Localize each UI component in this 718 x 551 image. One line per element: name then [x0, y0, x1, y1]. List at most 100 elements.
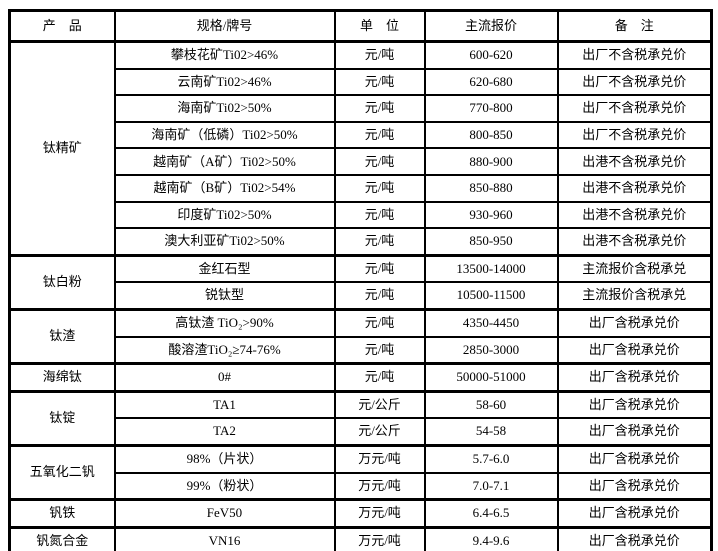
remark-cell: 出港不含税承兑价	[556, 200, 713, 230]
remark-cell: 出厂不含税承兑价	[556, 39, 713, 70]
unit-cell: 元/吨	[333, 253, 426, 284]
remark-cell: 出厂含税承兑价	[556, 362, 713, 393]
price-cell: 850-880	[423, 173, 559, 203]
price-cell: 7.0-7.1	[423, 471, 559, 501]
spec-cell: 越南矿（A矿）Ti02>50%	[113, 147, 336, 176]
price-cell: 600-620	[423, 39, 559, 70]
spec-cell: 99%（粉状）	[113, 471, 336, 501]
col-header-unit: 单 位	[333, 9, 426, 43]
price-cell: 620-680	[423, 67, 559, 97]
unit-cell: 元/吨	[333, 39, 426, 70]
remark-cell: 出厂含税承兑价	[556, 307, 713, 338]
price-table-body: 钛精矿 攀枝花矿Ti02>46% 元/吨 600-620 出厂不含税承兑价 云南矿Ti02…	[8, 39, 713, 551]
price-cell: 10500-11500	[423, 281, 559, 311]
product-cell: 钛锭	[8, 389, 116, 447]
remark-cell: 出厂含税承兑价	[556, 498, 713, 529]
unit-cell: 万元/吨	[333, 471, 426, 501]
commodity-price-table: 产 品 规格/牌号 单 位 主流报价 备 注 钛精矿 攀枝花矿Ti02>46% 元/…	[8, 9, 713, 551]
spec-cell: 印度矿Ti02>50%	[113, 200, 336, 230]
table-row: 钒氮合金 VN16 万元/吨 9.4-9.6 出厂含税承兑价	[8, 525, 713, 551]
unit-cell: 万元/吨	[333, 525, 426, 551]
price-cell: 54-58	[423, 417, 559, 447]
table-row: TA2 元/公斤 54-58 出厂含税承兑价	[10, 417, 713, 447]
remark-cell: 出港不含税承兑价	[556, 227, 713, 257]
remark-cell: 出厂不含税承兑价	[556, 94, 713, 123]
spec-cell: 锐钛型	[113, 281, 336, 311]
unit-cell: 元/吨	[333, 94, 426, 123]
table-row: 锐钛型 元/吨 10500-11500 主流报价含税承兑	[10, 281, 713, 311]
product-cell: 钛白粉	[8, 253, 116, 311]
unit-cell: 元/吨	[333, 173, 426, 203]
spec-cell: TA2	[113, 417, 336, 447]
price-cell: 930-960	[423, 200, 559, 230]
unit-cell: 万元/吨	[333, 498, 426, 529]
remark-cell: 主流报价含税承兑	[556, 253, 713, 284]
spec-cell: 海南矿（低磷）Ti02>50%	[113, 120, 336, 150]
spec-cell: 攀枝花矿Ti02>46%	[113, 39, 336, 70]
product-cell: 钛渣	[8, 307, 116, 365]
price-cell: 880-900	[423, 147, 559, 176]
spec-cell: 0#	[113, 362, 336, 393]
table-row: 钛渣 高钛渣 TiO₂>90% 元/吨 4350-4450 出厂含税承兑价	[8, 307, 713, 365]
remark-cell: 出厂不含税承兑价	[556, 120, 713, 150]
table-row: 钛白粉 金红石型 元/吨 13500-14000 主流报价含税承兑	[8, 253, 713, 311]
table-row: 钛锭 TA1 元/公斤 58-60 出厂含税承兑价	[8, 389, 713, 447]
spec-cell: 金红石型	[113, 253, 336, 284]
price-cell: 800-850	[423, 120, 559, 150]
remark-cell: 主流报价含税承兑	[556, 281, 713, 311]
table-row: 99%（粉状） 万元/吨 7.0-7.1 出厂含税承兑价	[10, 471, 713, 501]
table-row: 海绵钛 0# 元/吨 50000-51000 出厂含税承兑价	[8, 362, 713, 393]
price-cell: 850-950	[423, 227, 559, 257]
col-header-spec: 规格/牌号	[113, 9, 336, 43]
spec-cell: TA1	[113, 389, 336, 420]
table-row: 澳大利亚矿Ti02>50% 元/吨 850-950 出港不含税承兑价	[10, 227, 713, 257]
price-cell: 770-800	[423, 94, 559, 123]
product-cell: 五氧化二钒	[8, 443, 116, 501]
unit-cell: 万元/吨	[333, 443, 426, 474]
unit-cell: 元/吨	[333, 281, 426, 311]
unit-cell: 元/吨	[333, 227, 426, 257]
unit-cell: 元/吨	[333, 147, 426, 176]
col-header-price: 主流报价	[423, 9, 559, 43]
table-row: 海南矿Ti02>50% 元/吨 770-800 出厂不含税承兑价	[10, 94, 713, 123]
header-row: 产 品 规格/牌号 单 位 主流报价 备 注	[8, 9, 713, 43]
table-row: 印度矿Ti02>50% 元/吨 930-960 出港不含税承兑价	[10, 200, 713, 230]
spec-cell: FeV50	[113, 498, 336, 529]
price-cell: 13500-14000	[423, 253, 559, 284]
unit-cell: 元/吨	[333, 67, 426, 97]
table-row: 钛精矿 攀枝花矿Ti02>46% 元/吨 600-620 出厂不含税承兑价	[8, 39, 713, 257]
unit-cell: 元/公斤	[333, 417, 426, 447]
unit-cell: 元/吨	[333, 307, 426, 338]
table-row: 越南矿（A矿）Ti02>50% 元/吨 880-900 出港不含税承兑价	[10, 147, 713, 176]
remark-cell: 出厂含税承兑价	[556, 471, 713, 501]
table-row: 酸溶渣TiO₂≥74-76% 元/吨 2850-3000 出厂含税承兑价	[10, 335, 713, 365]
remark-cell: 出厂含税承兑价	[556, 525, 713, 551]
unit-cell: 元/吨	[333, 200, 426, 230]
price-cell: 6.4-6.5	[423, 498, 559, 529]
table-row: 云南矿Ti02>46% 元/吨 620-680 出厂不含税承兑价	[10, 67, 713, 97]
table-row: 海南矿（低磷）Ti02>50% 元/吨 800-850 出厂不含税承兑价	[10, 120, 713, 150]
price-cell: 5.7-6.0	[423, 443, 559, 474]
spec-cell: VN16	[113, 525, 336, 551]
price-cell: 9.4-9.6	[423, 525, 559, 551]
spec-cell: 98%（片状）	[113, 443, 336, 474]
price-cell: 4350-4450	[423, 307, 559, 338]
price-cell: 2850-3000	[423, 335, 559, 365]
col-header-product: 产 品	[8, 9, 116, 43]
col-header-remark: 备 注	[556, 9, 713, 43]
product-cell: 钒氮合金	[8, 525, 116, 551]
table-row: 越南矿（B矿）Ti02>54% 元/吨 850-880 出港不含税承兑价	[10, 173, 713, 203]
product-cell: 钒铁	[8, 498, 116, 529]
spec-cell: 酸溶渣TiO₂≥74-76%	[113, 335, 336, 365]
table-row: 钒铁 FeV50 万元/吨 6.4-6.5 出厂含税承兑价	[8, 498, 713, 529]
unit-cell: 元/吨	[333, 335, 426, 365]
spec-cell: 云南矿Ti02>46%	[113, 67, 336, 97]
product-cell: 海绵钛	[8, 362, 116, 393]
remark-cell: 出厂含税承兑价	[556, 417, 713, 447]
product-cell: 钛精矿	[8, 40, 116, 257]
unit-cell: 元/吨	[333, 120, 426, 150]
table-row: 五氧化二钒 98%（片状） 万元/吨 5.7-6.0 出厂含税承兑价	[8, 443, 713, 501]
remark-cell: 出港不含税承兑价	[556, 147, 713, 176]
remark-cell: 出厂含税承兑价	[556, 443, 713, 474]
